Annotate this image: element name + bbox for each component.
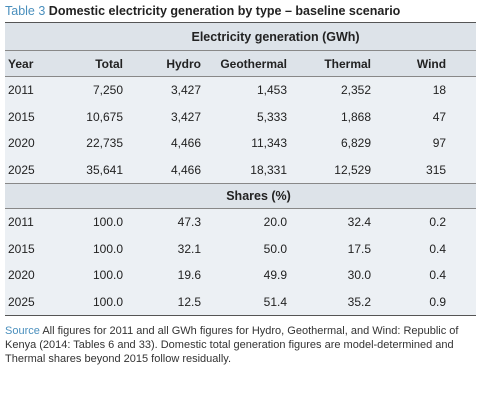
- col-header-geothermal: Geothermal: [213, 50, 309, 77]
- cell-year: 2011: [8, 215, 34, 230]
- cell-year: 2015: [8, 241, 35, 256]
- cell-wind: 0.4: [429, 268, 447, 283]
- cell-thermal: 30.0: [347, 268, 371, 283]
- cell-total: 100.0: [92, 241, 123, 256]
- cell-thermal: 32.4: [347, 215, 371, 230]
- table-row: 2011 100.0 47.3 20.0 32.4 0.2: [5, 208, 477, 236]
- cell-wind: 315: [426, 162, 447, 177]
- cell-hydro: 32.1: [177, 241, 201, 256]
- source-text: All figures for 2011 and all GWh figures…: [5, 325, 459, 365]
- cell-hydro: 4,466: [170, 162, 201, 177]
- cell-total: 35,641: [86, 162, 123, 177]
- cell-wind: 18: [432, 83, 447, 98]
- shares-header: Shares (%): [5, 183, 477, 209]
- shares-header-label: Shares (%): [226, 189, 291, 203]
- col-header-total: Total: [61, 50, 137, 77]
- cell-wind: 97: [432, 136, 447, 151]
- cell-geothermal: 50.0: [263, 241, 287, 256]
- cell-wind: 47: [432, 109, 447, 124]
- column-header-row: Year Total Hydro Geothermal Thermal Wind: [5, 50, 477, 77]
- cell-hydro: 3,427: [170, 83, 201, 98]
- cell-geothermal: 1,453: [256, 83, 287, 98]
- shares-header-row: Shares (%): [5, 183, 477, 209]
- col-header-thermal: Thermal: [309, 50, 393, 77]
- cell-year: 2015: [8, 109, 35, 124]
- cell-geothermal: 5,333: [256, 109, 287, 124]
- cell-thermal: 2,352: [340, 83, 371, 98]
- cell-geothermal: 11,343: [251, 136, 287, 151]
- cell-total: 100.0: [61, 288, 137, 316]
- cell-year: 2020: [8, 268, 35, 283]
- cell-wind: 0.9: [393, 288, 477, 316]
- cell-thermal: 1,868: [340, 109, 371, 124]
- table-caption: Table 3 Domestic electricity generation …: [5, 4, 476, 22]
- cell-geothermal: 20.0: [263, 215, 287, 230]
- cell-hydro: 12.5: [137, 288, 213, 316]
- cell-thermal: 6,829: [340, 136, 371, 151]
- cell-geothermal: 51.4: [213, 288, 309, 316]
- group-header-label: Electricity generation (GWh): [191, 29, 360, 44]
- source-note: Source All figures for 2011 and all GWh …: [5, 324, 473, 366]
- cell-thermal: 17.5: [347, 241, 371, 256]
- table-row: 2015 10,675 3,427 5,333 1,868 47: [5, 103, 477, 130]
- cell-year: 2025: [5, 288, 61, 316]
- cell-total: 100.0: [92, 215, 123, 230]
- cell-thermal: 35.2: [309, 288, 393, 316]
- cell-hydro: 4,466: [170, 136, 201, 151]
- cell-geothermal: 18,331: [250, 162, 287, 177]
- table-row: 2011 7,250 3,427 1,453 2,352 18: [5, 76, 477, 104]
- cell-geothermal: 49.9: [263, 268, 287, 283]
- table-row: 2015 100.0 32.1 50.0 17.5 0.4: [5, 235, 477, 262]
- table-title: Domestic electricity generation by type …: [48, 4, 401, 18]
- col-header-hydro: Hydro: [137, 50, 213, 77]
- table-number: Table 3: [5, 4, 46, 18]
- cell-year: 2025: [8, 162, 35, 177]
- group-header-row: Electricity generation (GWh): [5, 22, 477, 51]
- cell-total: 7,250: [92, 83, 123, 98]
- cell-total: 100.0: [92, 268, 123, 283]
- generation-table: Electricity generation (GWh) Year Total …: [5, 22, 477, 316]
- group-header: Electricity generation (GWh): [5, 22, 477, 51]
- table-row: 2020 100.0 19.6 49.9 30.0 0.4: [5, 262, 477, 289]
- cell-hydro: 3,427: [170, 109, 201, 124]
- cell-thermal: 12,529: [334, 162, 371, 177]
- cell-hydro: 19.6: [177, 268, 201, 283]
- cell-year: 2020: [8, 136, 35, 151]
- table-row: 2020 22,735 4,466 11,343 6,829 97: [5, 130, 477, 157]
- cell-total: 22,735: [86, 136, 123, 151]
- cell-hydro: 47.3: [177, 215, 201, 230]
- cell-wind: 0.2: [429, 215, 447, 230]
- col-header-wind: Wind: [393, 50, 477, 77]
- source-label: Source: [5, 325, 40, 337]
- table-row: 2025 35,641 4,466 18,331 12,529 315: [5, 156, 477, 184]
- table-row: 2025 100.0 12.5 51.4 35.2 0.9: [5, 288, 477, 316]
- cell-wind: 0.4: [429, 241, 447, 256]
- col-header-year: Year: [5, 50, 61, 77]
- cell-year: 2011: [8, 83, 34, 98]
- cell-total: 10,675: [86, 109, 123, 124]
